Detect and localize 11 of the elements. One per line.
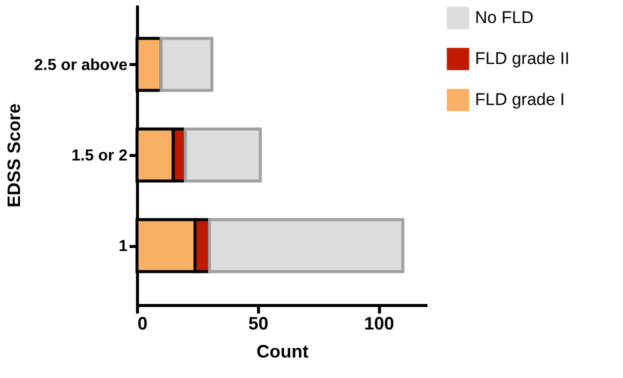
legend-label: No FLD <box>475 8 534 27</box>
y-tick-label: 1 <box>118 238 128 256</box>
x-axis-title: Count <box>256 342 308 362</box>
legend-label: FLD grade I <box>475 90 565 109</box>
x-tick-label: 100 <box>364 314 394 334</box>
x-tick-label: 50 <box>248 314 268 334</box>
y-axis-title: EDSS Score <box>4 103 24 208</box>
legend-label: FLD grade II <box>475 49 570 68</box>
y-tick-label: 1.5 or 2 <box>71 148 128 164</box>
y-tick-label: 2.5 or above <box>34 56 128 74</box>
x-tick-label: 0 <box>138 314 148 334</box>
